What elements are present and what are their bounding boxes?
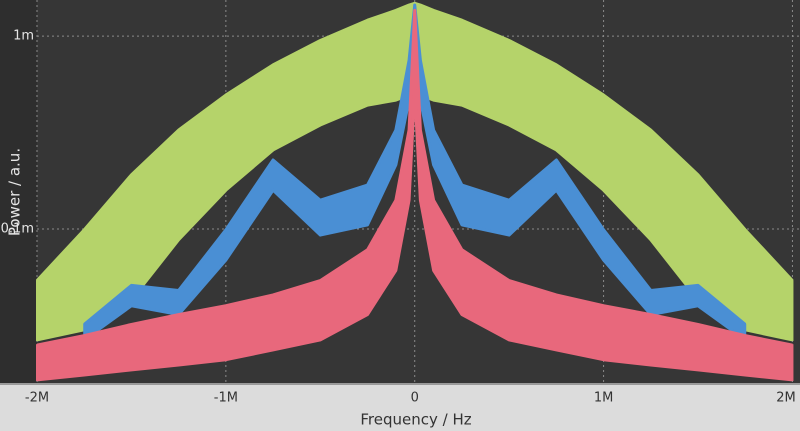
x-tick-label: 2M [776,391,796,406]
y-tick-label: 1m [13,29,34,44]
band-edge [83,3,747,326]
band-edge [35,1,794,282]
x-axis-area [0,385,800,431]
x-tick-label: 0 [411,391,419,406]
x-axis-label: Frequency / Hz [360,411,471,429]
x-tick-label: -1M [214,391,238,406]
y-tick-label: 0.1m [1,221,34,236]
x-tick-label: -2M [25,391,49,406]
x-tick-label: 1M [594,391,614,406]
y-axis-label: Power / a.u. [6,148,24,236]
band-edge [36,88,793,382]
band-edge [36,8,793,347]
